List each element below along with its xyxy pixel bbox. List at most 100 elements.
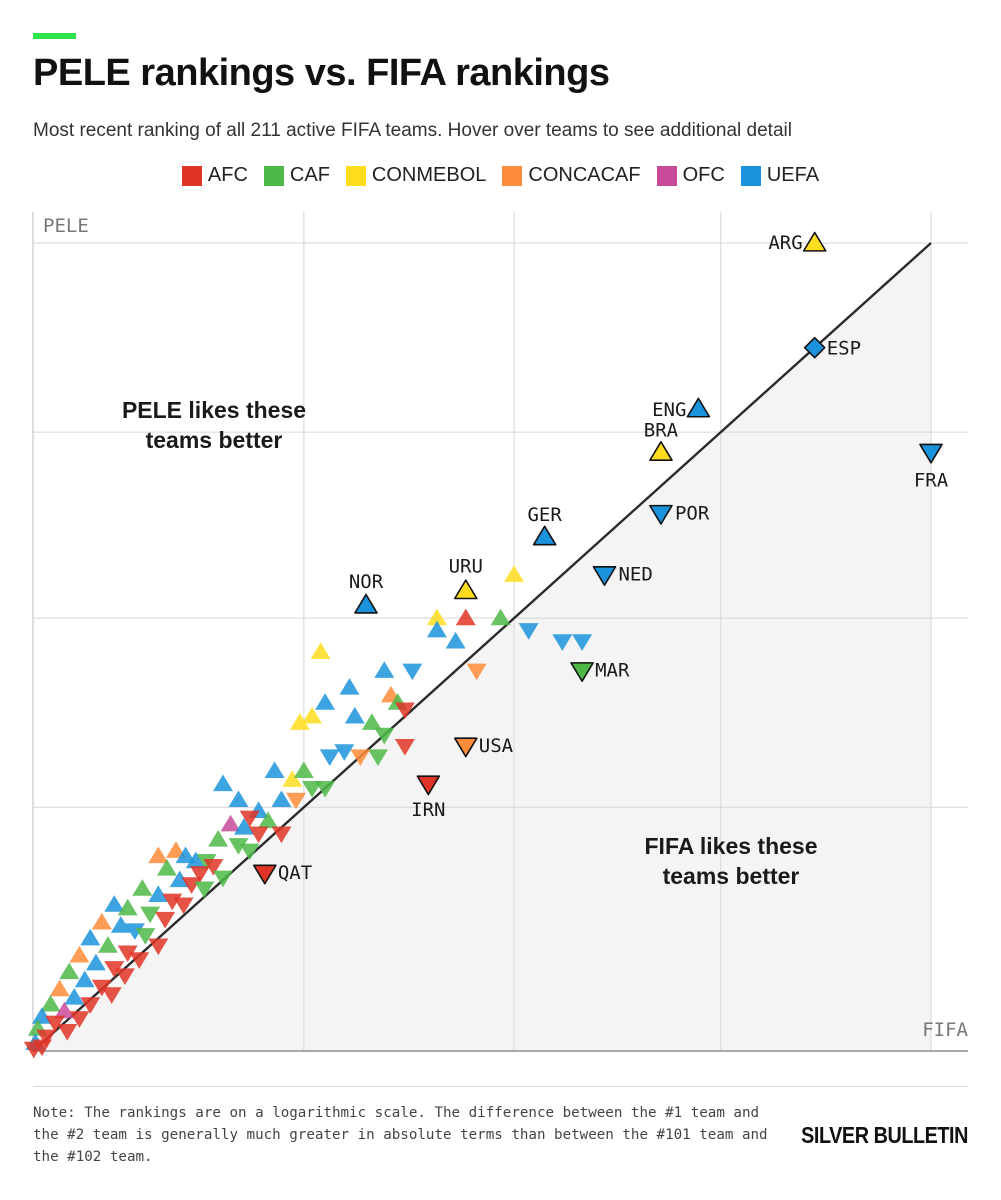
data-point-12[interactable]	[402, 663, 423, 681]
data-point-15[interactable]	[289, 713, 310, 730]
data-point-57[interactable]	[181, 877, 202, 894]
data-point-68[interactable]	[110, 916, 131, 933]
data-point-esp[interactable]	[803, 336, 826, 359]
data-point-35[interactable]	[213, 774, 233, 792]
data-point-48[interactable]	[165, 841, 186, 858]
data-point-64[interactable]	[117, 898, 138, 916]
data-point-67[interactable]	[91, 912, 112, 930]
data-point-irn[interactable]	[416, 775, 441, 796]
legend-item-concacaf[interactable]: CONCACAF	[502, 164, 641, 187]
data-point-11[interactable]	[374, 661, 395, 678]
data-point-9[interactable]	[466, 663, 487, 681]
data-point-30[interactable]	[293, 761, 314, 779]
data-point-39[interactable]	[258, 811, 278, 829]
data-point-73[interactable]	[97, 936, 118, 953]
data-point-44[interactable]	[208, 830, 229, 847]
data-point-1[interactable]	[426, 608, 447, 626]
data-point-69[interactable]	[124, 923, 145, 941]
data-point-22[interactable]	[374, 727, 395, 745]
data-point-26[interactable]	[334, 744, 355, 761]
data-point-40[interactable]	[220, 814, 241, 832]
data-point-42[interactable]	[248, 826, 269, 844]
data-point-46[interactable]	[239, 843, 260, 861]
data-point-50[interactable]	[185, 851, 206, 869]
data-point-nor[interactable]	[354, 593, 378, 614]
data-point-65[interactable]	[140, 906, 161, 924]
data-point-71[interactable]	[148, 938, 169, 956]
data-point-49[interactable]	[175, 846, 196, 864]
data-point-mar[interactable]	[570, 662, 594, 683]
data-point-41[interactable]	[234, 817, 254, 835]
data-point-83[interactable]	[101, 987, 122, 1004]
data-point-14[interactable]	[315, 693, 336, 710]
data-point-78[interactable]	[104, 961, 125, 978]
data-point-72[interactable]	[80, 928, 101, 946]
data-point-3[interactable]	[490, 608, 511, 626]
data-point-34[interactable]	[271, 790, 292, 808]
data-point-arg[interactable]	[802, 231, 827, 252]
data-point-88[interactable]	[54, 1001, 75, 1019]
data-point-97[interactable]	[23, 1041, 44, 1059]
data-point-87[interactable]	[40, 994, 61, 1012]
data-point-23[interactable]	[394, 738, 415, 756]
data-point-por[interactable]	[649, 504, 673, 525]
data-point-63[interactable]	[104, 895, 125, 912]
data-point-85[interactable]	[64, 987, 85, 1005]
data-point-16[interactable]	[302, 706, 323, 724]
data-point-82[interactable]	[91, 979, 112, 997]
data-point-19[interactable]	[394, 702, 415, 720]
data-point-84[interactable]	[49, 979, 70, 997]
data-point-79[interactable]	[114, 968, 135, 986]
data-point-10[interactable]	[310, 642, 331, 659]
data-point-8[interactable]	[445, 631, 466, 649]
data-point-20[interactable]	[361, 713, 382, 730]
data-point-eng[interactable]	[686, 397, 711, 418]
data-point-90[interactable]	[32, 1007, 52, 1024]
data-point-89[interactable]	[69, 1011, 90, 1028]
data-point-53[interactable]	[190, 866, 210, 883]
data-point-55[interactable]	[156, 859, 177, 876]
data-point-86[interactable]	[80, 997, 101, 1014]
data-point-43[interactable]	[271, 826, 292, 844]
data-point-33[interactable]	[286, 792, 307, 810]
data-point-ger[interactable]	[532, 525, 557, 546]
data-point-70[interactable]	[135, 928, 156, 945]
data-point-qat[interactable]	[252, 864, 277, 885]
data-point-4[interactable]	[518, 623, 539, 640]
legend-item-uefa[interactable]: UEFA	[740, 164, 819, 187]
legend-item-ofc[interactable]: OFC	[656, 164, 725, 187]
data-point-52[interactable]	[203, 858, 224, 876]
data-point-36[interactable]	[228, 790, 249, 808]
data-point-59[interactable]	[132, 879, 153, 896]
data-point-uru[interactable]	[453, 579, 478, 600]
data-point-92[interactable]	[57, 1024, 78, 1041]
data-point-76[interactable]	[69, 945, 90, 963]
data-point-81[interactable]	[74, 970, 95, 988]
data-point-31[interactable]	[302, 781, 323, 798]
data-point-62[interactable]	[173, 897, 194, 915]
data-point-24[interactable]	[368, 749, 388, 766]
data-point-ned[interactable]	[592, 566, 617, 587]
data-point-usa[interactable]	[453, 737, 478, 758]
data-point-94[interactable]	[36, 1029, 57, 1047]
legend-item-caf[interactable]: CAF	[263, 164, 330, 187]
data-point-21[interactable]	[344, 706, 365, 724]
data-point-47[interactable]	[148, 846, 169, 864]
data-point-bra[interactable]	[649, 440, 673, 461]
data-point-27[interactable]	[319, 749, 340, 766]
legend-item-conmebol[interactable]: CONMEBOL	[345, 164, 486, 187]
data-point-0[interactable]	[504, 565, 525, 582]
data-point-7[interactable]	[426, 620, 447, 638]
data-point-2[interactable]	[455, 608, 476, 626]
data-point-25[interactable]	[350, 749, 371, 766]
data-point-58[interactable]	[194, 881, 215, 899]
data-point-32[interactable]	[315, 781, 336, 798]
data-point-75[interactable]	[129, 952, 150, 969]
data-point-66[interactable]	[155, 911, 176, 929]
data-point-38[interactable]	[239, 810, 260, 828]
data-point-60[interactable]	[148, 885, 169, 902]
data-point-13[interactable]	[339, 678, 360, 695]
data-point-77[interactable]	[85, 953, 106, 971]
data-point-29[interactable]	[282, 770, 303, 787]
data-point-6[interactable]	[572, 634, 593, 651]
